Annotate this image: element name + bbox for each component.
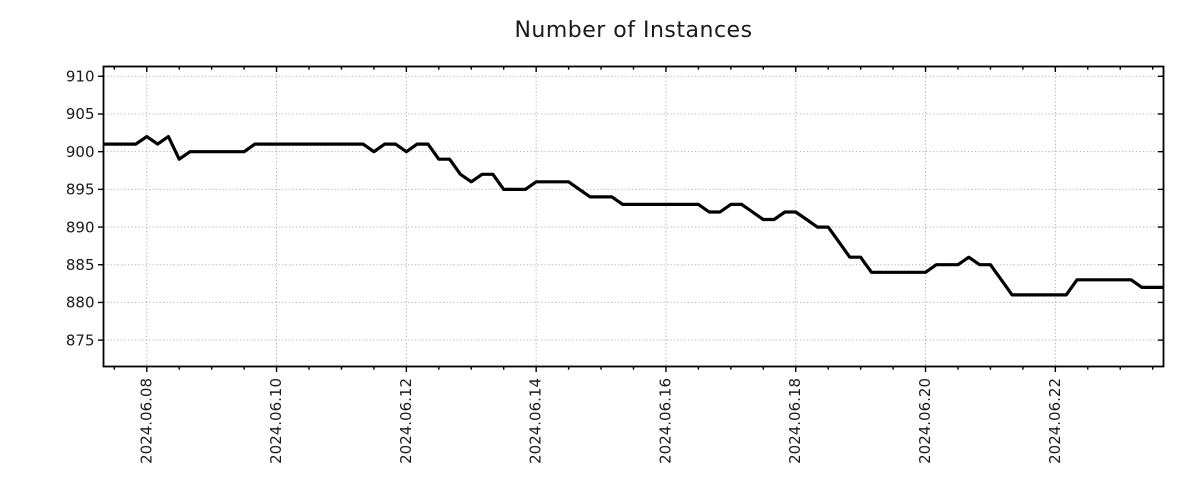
x-tick-label: 2024.06.10 (267, 378, 285, 464)
x-tick-label: 2024.06.18 (786, 378, 804, 464)
x-tick-label: 2024.06.20 (916, 378, 934, 464)
plot-border (102, 65, 1165, 368)
x-tick-label: 2024.06.14 (527, 378, 545, 464)
y-tick-label: 900 (66, 143, 95, 161)
chart-title: Number of Instances (514, 18, 753, 43)
y-tick-label: 910 (66, 67, 95, 85)
y-tick-label: 885 (66, 256, 95, 274)
x-tick-label: 2024.06.22 (1046, 378, 1064, 464)
x-tick-label: 2024.06.16 (656, 378, 674, 464)
y-tick-label: 880 (66, 294, 95, 312)
x-tick-label: 2024.06.12 (397, 378, 415, 464)
y-tick-label: 895 (66, 181, 95, 199)
x-tick-label: 2024.06.08 (137, 378, 155, 464)
y-tick-label: 875 (66, 331, 95, 349)
y-tick-label: 890 (66, 218, 95, 236)
instances-series-line (103, 135, 1164, 297)
y-tick-label: 905 (66, 105, 95, 123)
